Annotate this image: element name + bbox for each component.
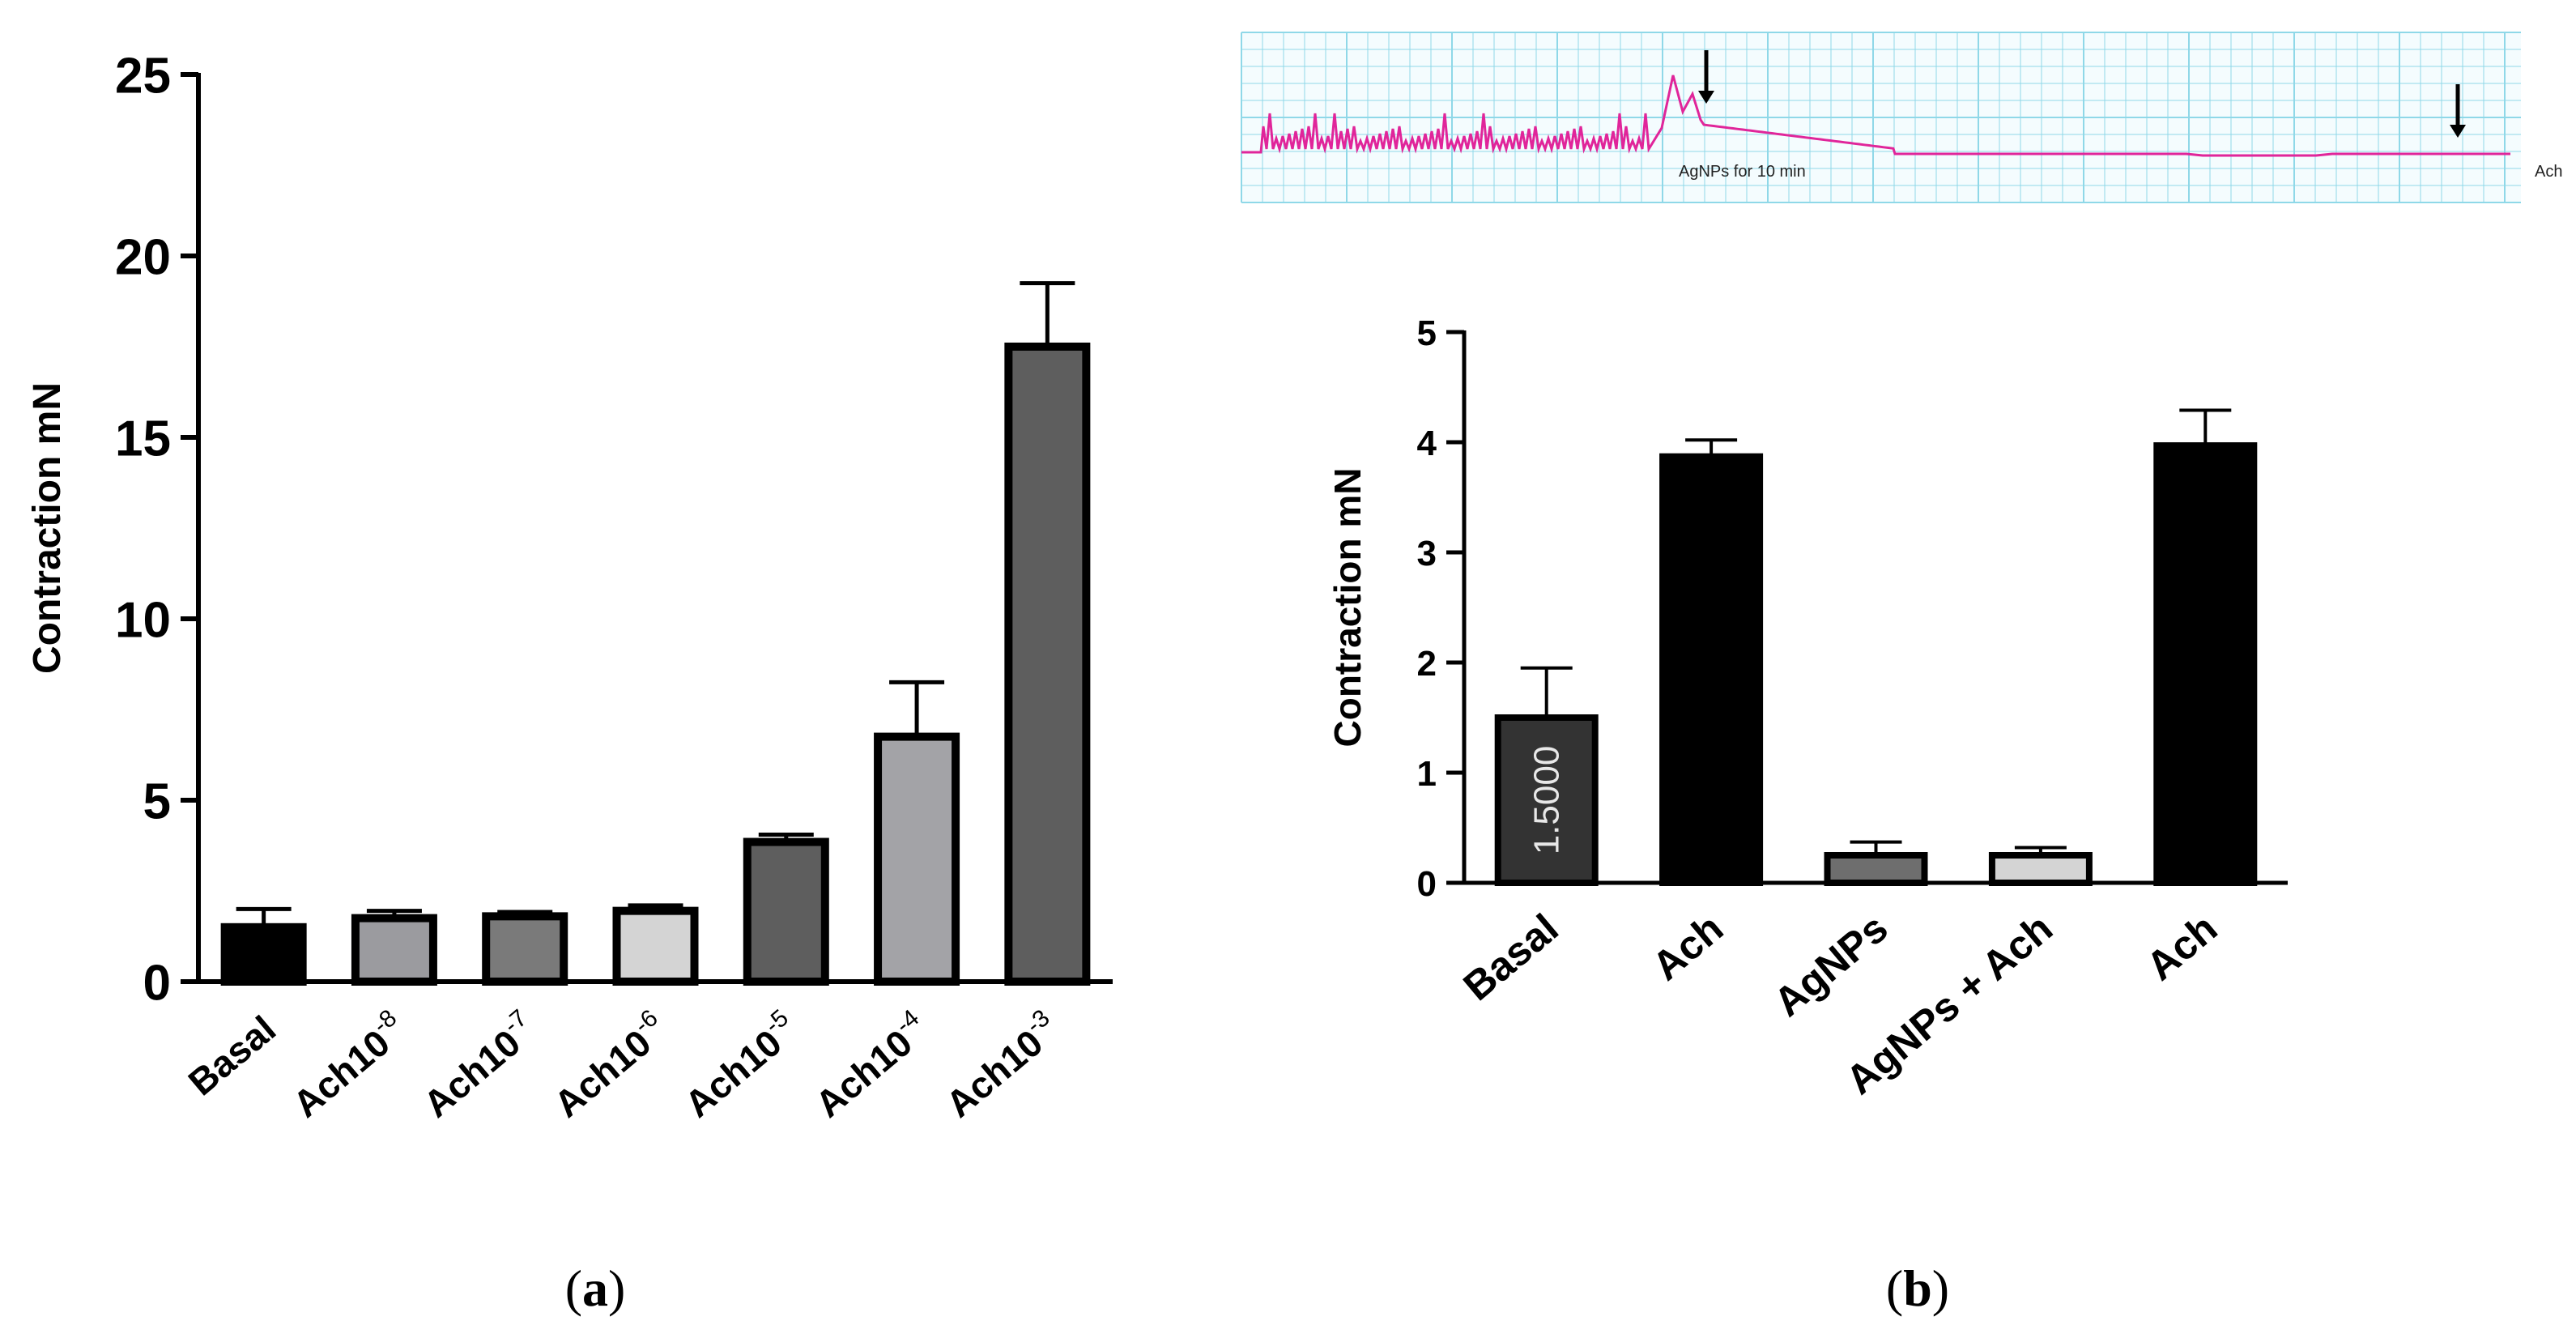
bar xyxy=(874,732,960,986)
arrow-icon-ach xyxy=(2450,84,2466,138)
y-axis-title: Contraction mN xyxy=(26,382,69,674)
y-tick-label: 0 xyxy=(1417,864,1437,904)
bar xyxy=(1824,852,1928,886)
panel-label-a: (a) xyxy=(565,1259,626,1317)
y-tick-label: 10 xyxy=(115,592,171,648)
panel-label-a-letter: a xyxy=(582,1259,608,1317)
y-axis-title: Contraction mN xyxy=(1326,468,1369,748)
bar xyxy=(351,914,437,986)
panel-label-b: (b) xyxy=(1886,1259,1949,1317)
y-tick-label: 25 xyxy=(115,48,171,104)
y-tick-label: 2 xyxy=(1417,644,1437,684)
trace-label-ach: Ach xyxy=(2535,163,2562,181)
bar xyxy=(743,837,829,986)
bar xyxy=(482,912,568,986)
bar xyxy=(220,923,307,986)
y-tick-label: 15 xyxy=(115,411,171,467)
bar xyxy=(1659,453,1764,886)
y-tick-label: 3 xyxy=(1417,534,1437,573)
arrow-icon-agnps xyxy=(1698,50,1714,104)
bar xyxy=(1988,852,2093,886)
trace-label-agnps: AgNPs for 10 min xyxy=(1679,163,1806,181)
y-tick-label: 4 xyxy=(1417,424,1437,463)
y-tick-label: 20 xyxy=(115,229,171,285)
y-tick-label: 5 xyxy=(143,773,171,829)
panel-label-b-letter: b xyxy=(1903,1259,1932,1317)
trace-line xyxy=(1241,75,2510,157)
bar-value-annotation: 1.5000 xyxy=(1527,746,1567,855)
bar xyxy=(1494,714,1599,886)
trace-grid xyxy=(1241,32,2521,203)
y-tick-label: 1 xyxy=(1417,754,1437,794)
bar xyxy=(2153,442,2258,886)
bar xyxy=(612,906,699,986)
y-tick-label: 0 xyxy=(143,955,171,1011)
y-tick-label: 5 xyxy=(1417,313,1437,353)
bar xyxy=(1004,343,1091,986)
trace-inset: AgNPs for 10 min Ach xyxy=(1241,32,2562,203)
